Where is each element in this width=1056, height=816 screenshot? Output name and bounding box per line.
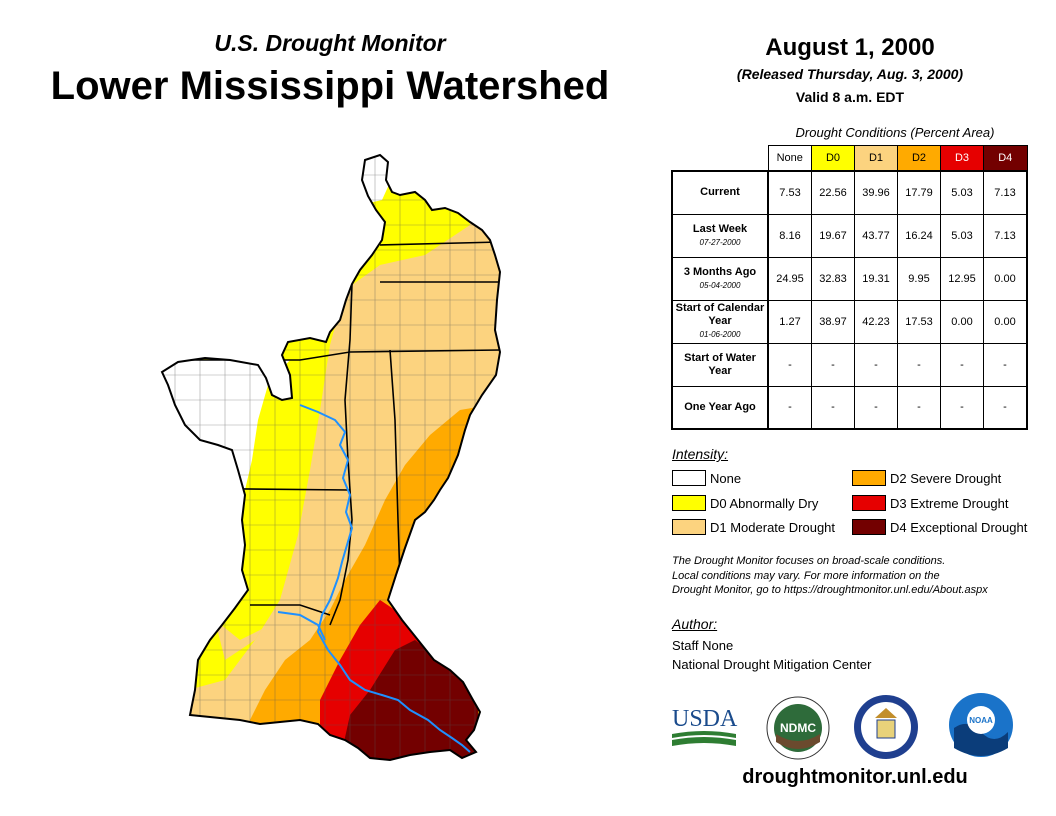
table-row: 3 Months Ago 05-04-2000 24.95 32.83 19.31… [671,256,1028,301]
legend-title: Intensity: [672,446,729,462]
row-label: Start of Calendar Year 01-06-2000 [671,299,769,344]
legend-item-none: None [672,470,741,486]
noaa-logo: NOAA [949,693,1013,757]
red-river [277,611,326,641]
mississippi-river [299,404,471,753]
row-label: Last Week 07-27-2000 [671,213,769,258]
drought-stats-table: None D0 D1 D2 D3 D4 Current 7.53 22.56 3… [671,145,1028,430]
legend-item-d0: D0 Abnormally Dry [672,495,818,511]
svg-text:USDA: USDA [672,706,738,732]
usda-logo: USDA [672,706,738,746]
map-subtitle: U.S. Drought Monitor [214,30,446,56]
legend-swatch [672,519,706,535]
commerce-seal-logo [854,695,918,759]
row-label: Current [671,170,769,215]
col-header-d4: D4 [983,145,1028,172]
legend-item-d3: D3 Extreme Drought [852,495,1009,511]
table-corner [672,146,768,172]
legend-item-d2: D2 Severe Drought [852,470,1001,486]
col-header-d1: D1 [854,145,898,172]
release-date: (Released Thursday, Aug. 3, 2000) [736,66,964,82]
table-row: One Year Ago - - - - - - [671,385,1028,430]
legend-swatch [852,495,886,511]
col-header-d3: D3 [940,145,984,172]
map-zone-d1-west [215,470,340,660]
table-row: Current 7.53 22.56 39.96 17.79 5.03 7.13 [671,170,1028,215]
col-header-none: None [767,145,812,172]
watershed-map [160,153,502,762]
row-label: One Year Ago [671,385,769,430]
table-caption: Drought Conditions (Percent Area) [795,125,995,140]
table-row: Last Week 07-27-2000 8.16 19.67 43.77 16.… [671,213,1028,258]
author-name: Staff None [672,638,734,653]
legend-swatch [672,470,706,486]
author-org: National Drought Mitigation Center [672,657,872,672]
row-label: 3 Months Ago 05-04-2000 [671,256,769,301]
col-header-d0: D0 [811,145,855,172]
author-heading: Author: [672,616,718,632]
svg-text:NDMC: NDMC [780,721,816,735]
map-title: Lower Mississippi Watershed [50,64,610,108]
legend-item-d4: D4 Exceptional Drought [852,519,1027,535]
svg-text:NOAA: NOAA [969,716,993,725]
legend-swatch [852,470,886,486]
legend-swatch [852,519,886,535]
disclaimer-text: The Drought Monitor focuses on broad-sca… [672,555,988,596]
ndmc-logo: NDMC [766,696,830,760]
table-row: Start of Calendar Year 01-06-2000 1.27 38… [671,299,1028,344]
legend-item-d1: D1 Moderate Drought [672,519,835,535]
col-header-d2: D2 [897,145,941,172]
legend-swatch [672,495,706,511]
map-date: August 1, 2000 [765,34,935,61]
website-url: droughtmonitor.unl.edu [742,766,968,788]
row-label: Start of Water Year [671,342,769,387]
valid-time: Valid 8 a.m. EDT [795,89,905,105]
table-row: Start of Water Year - - - - - - [671,342,1028,387]
